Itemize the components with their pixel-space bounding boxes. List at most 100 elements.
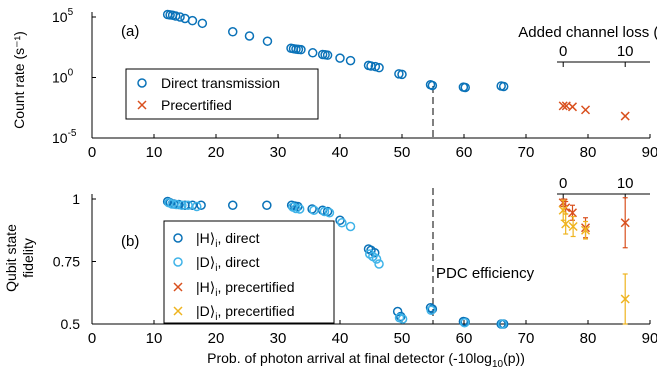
panel-b: 0 10 20 30 40 50 60 70 80 90 0.5 0.75 1 (b) Qubit s… xyxy=(3,175,657,370)
panel-a-label: (a) xyxy=(121,23,139,40)
top-axis-label: Added channel loss (dB) xyxy=(518,24,657,41)
panel-a-point-direct xyxy=(296,44,306,55)
panel-a-point-precertified xyxy=(580,105,591,115)
panel-a-top-ticks: 0 10 xyxy=(559,43,634,67)
panel-b-point-h-direct xyxy=(262,200,272,210)
panel-b-point-h-direct xyxy=(427,304,438,314)
panel-a-point-direct xyxy=(397,69,407,80)
legend-label-precertified: Precertified xyxy=(161,97,232,113)
panel-b-x-ticks: 0 10 20 30 40 50 60 70 80 90 xyxy=(88,320,657,347)
panel-b-point-h-direct xyxy=(227,200,238,210)
panel-b-point-d-precertified xyxy=(620,294,630,304)
panel-b-point-d-direct xyxy=(291,203,301,214)
panel-a-y-tick-label: 100 xyxy=(52,68,74,86)
panel-a-x-tick-label: 40 xyxy=(332,144,349,161)
panel-b-point-d-direct xyxy=(374,259,384,269)
panel-b-x-tick-label: 90 xyxy=(642,330,657,347)
panel-b-label: (b) xyxy=(121,233,139,250)
panel-b-point-d-precertified xyxy=(558,205,568,215)
panel-a-y-tick-label: 10-5 xyxy=(52,128,77,146)
pdc-efficiency-annotation: PDC efficiency xyxy=(436,265,535,282)
panel-b-point-d-direct xyxy=(167,199,177,209)
panel-b-x-tick-label: 20 xyxy=(208,330,225,347)
panel-a-point-direct xyxy=(244,31,255,41)
panel-a-point-direct xyxy=(498,81,509,92)
panel-b-point-h-precertified xyxy=(567,208,578,218)
panel-b-point-d-direct xyxy=(426,305,436,315)
panel-b-point-h-direct xyxy=(307,204,317,214)
panel-b-point-h-direct xyxy=(196,200,206,210)
panel-b-x-tick-label: 80 xyxy=(580,330,597,347)
legend-marker-h-direct xyxy=(173,233,183,243)
panel-b-point-d-direct xyxy=(309,205,319,215)
legend-label-d-precertified: |D⟩i, precertified xyxy=(196,303,295,323)
panel-b-legend: |H⟩i, direct |D⟩i, direct |H⟩i, precerti… xyxy=(163,220,335,324)
panel-b-x-tick-label: 30 xyxy=(270,330,287,347)
legend-marker-precertified xyxy=(137,100,147,110)
panel-a-point-precertified xyxy=(558,101,568,111)
panel-b-y-ticks: 0.5 0.75 1 xyxy=(53,191,96,332)
panel-b-x-tick-label: 0 xyxy=(88,330,96,347)
panel-b-point-d-direct xyxy=(397,314,408,324)
panel-a-points xyxy=(162,9,630,121)
panel-b-point-d-direct xyxy=(497,319,508,329)
panel-b-x-tick-label: 60 xyxy=(456,330,473,347)
panel-a-point-direct xyxy=(335,53,345,63)
legend-marker-d-precertified xyxy=(173,306,183,316)
panel-b-point-d-precertified xyxy=(568,221,578,232)
panel-b-x-tick-label: 40 xyxy=(332,330,349,347)
panel-a-point-direct xyxy=(374,62,384,73)
panel-b-point-d-direct xyxy=(324,208,335,218)
panel-a-top-tick-label: 10 xyxy=(617,43,634,60)
panel-b-point-h-direct xyxy=(322,206,333,217)
panel-a-x-tick-label: 50 xyxy=(394,144,411,161)
panel-a-point-direct xyxy=(427,80,438,91)
legend-marker-direct xyxy=(137,78,147,88)
panel-a-point-precertified xyxy=(567,102,578,112)
panel-b-x-tick-label: 70 xyxy=(518,330,535,347)
panel-b-x-tick-label: 50 xyxy=(394,330,411,347)
panel-b-point-d-direct xyxy=(171,199,182,210)
panel-a-point-direct xyxy=(170,11,181,21)
panel-b-y-label: Qubit state fidelity xyxy=(3,224,36,292)
legend-marker-d-direct xyxy=(173,257,183,267)
panel-b-y-tick-label: 1 xyxy=(72,191,80,207)
panel-b-point-d-direct xyxy=(177,200,187,210)
legend-box xyxy=(125,68,319,120)
panel-b-point-h-direct xyxy=(392,306,403,317)
panel-a-point-precertified xyxy=(620,111,630,121)
legend-label-direct: Direct transmission xyxy=(161,75,280,91)
legend-box xyxy=(163,220,335,324)
panel-a-point-direct xyxy=(197,18,208,29)
panel-a-x-tick-label: 30 xyxy=(270,144,287,161)
panel-a-x-tick-label: 60 xyxy=(456,144,473,161)
panel-b-x-tick-label: 10 xyxy=(146,330,163,347)
panel-a-legend: Direct transmission Precertified xyxy=(125,68,319,120)
panel-b-y-label-line1: Qubit state xyxy=(3,224,19,292)
panel-a-x-ticks: 0 10 20 30 40 50 60 70 80 90 xyxy=(88,134,657,161)
panel-b-point-d-direct xyxy=(371,254,382,264)
legend-marker-h-precertified xyxy=(173,282,183,292)
panel-b-point-h-direct xyxy=(335,215,345,225)
legend-label-h-direct: |H⟩i, direct xyxy=(196,230,260,250)
panel-b-y-label-line2: fidelity xyxy=(20,238,36,278)
legend-label-h-precertified: |H⟩i, precertified xyxy=(196,279,295,299)
panel-a-point-direct xyxy=(345,55,356,66)
panel-a-point-direct xyxy=(262,36,273,46)
panel-b-y-tick-label: 0.75 xyxy=(53,254,80,270)
panel-b-top-tick-label: 10 xyxy=(617,175,634,192)
panel-a-point-direct xyxy=(322,50,333,60)
panel-b-point-d-direct xyxy=(183,200,193,210)
legend-label-d-direct: |D⟩i, direct xyxy=(196,254,260,274)
panel-b-point-h-direct xyxy=(293,201,303,212)
panel-b-x-label: Prob. of photon arrival at final detecto… xyxy=(207,350,525,370)
panel-b-point-d-direct xyxy=(319,206,330,217)
panel-b-point-d-direct xyxy=(459,318,470,328)
panel-b-y-tick-label: 0.5 xyxy=(61,316,81,332)
panel-b-point-h-direct xyxy=(396,311,406,322)
panel-a-top-tick-label: 0 xyxy=(559,43,567,60)
panel-b-point-d-direct xyxy=(294,204,305,214)
panel-b-point-d-direct xyxy=(192,201,202,212)
